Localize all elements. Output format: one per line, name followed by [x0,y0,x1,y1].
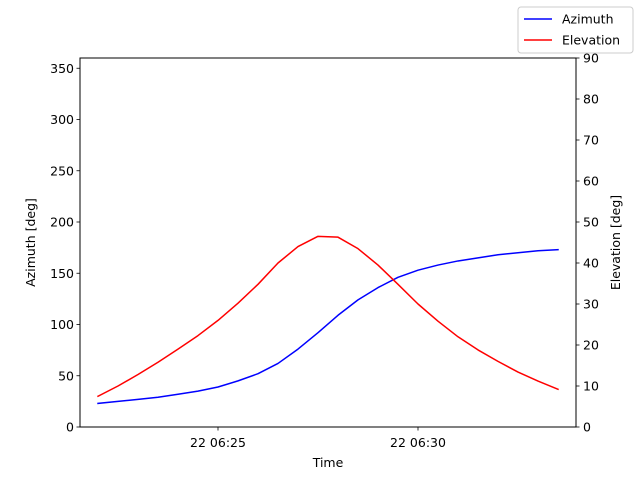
x-tick-label: 22 06:30 [390,435,446,450]
left-tick-label: 250 [50,163,74,178]
left-tick-label: 100 [50,317,74,332]
left-tick-label: 200 [50,215,74,230]
right-tick-label: 80 [583,92,599,107]
right-axis-label: Elevation [deg] [608,195,623,290]
x-axis-label: Time [312,455,344,470]
left-tick-label: 350 [50,61,74,76]
legend-label-azimuth: Azimuth [562,12,614,27]
right-tick-label: 30 [583,297,599,312]
left-tick-label: 50 [58,368,74,383]
right-tick-label: 70 [583,133,599,148]
right-tick-label: 50 [583,215,599,230]
legend: Azimuth Elevation [517,6,634,54]
right-axis: 0 10 20 30 40 50 60 70 80 90 [576,51,599,435]
left-axis-label: Azimuth [deg] [23,198,38,287]
series-line-azimuth [97,248,559,405]
left-tick-label: 0 [66,420,74,435]
left-tick-label: 150 [50,266,74,281]
legend-label-elevation: Elevation [562,33,620,48]
right-tick-label: 90 [583,51,599,66]
plot-frame [79,57,577,428]
right-tick-label: 40 [583,256,599,271]
right-tick-label: 0 [583,420,591,435]
x-tick-label: 22 06:25 [190,435,246,450]
plot-lines [96,235,559,405]
right-tick-label: 10 [583,379,599,394]
x-axis: 22 06:25 22 06:30 [190,427,446,450]
left-tick-label: 300 [50,112,74,127]
right-tick-label: 20 [583,338,599,353]
series-line-elevation [96,235,559,398]
left-axis: 0 50 100 150 200 250 300 350 [50,61,80,435]
right-tick-label: 60 [583,174,599,189]
